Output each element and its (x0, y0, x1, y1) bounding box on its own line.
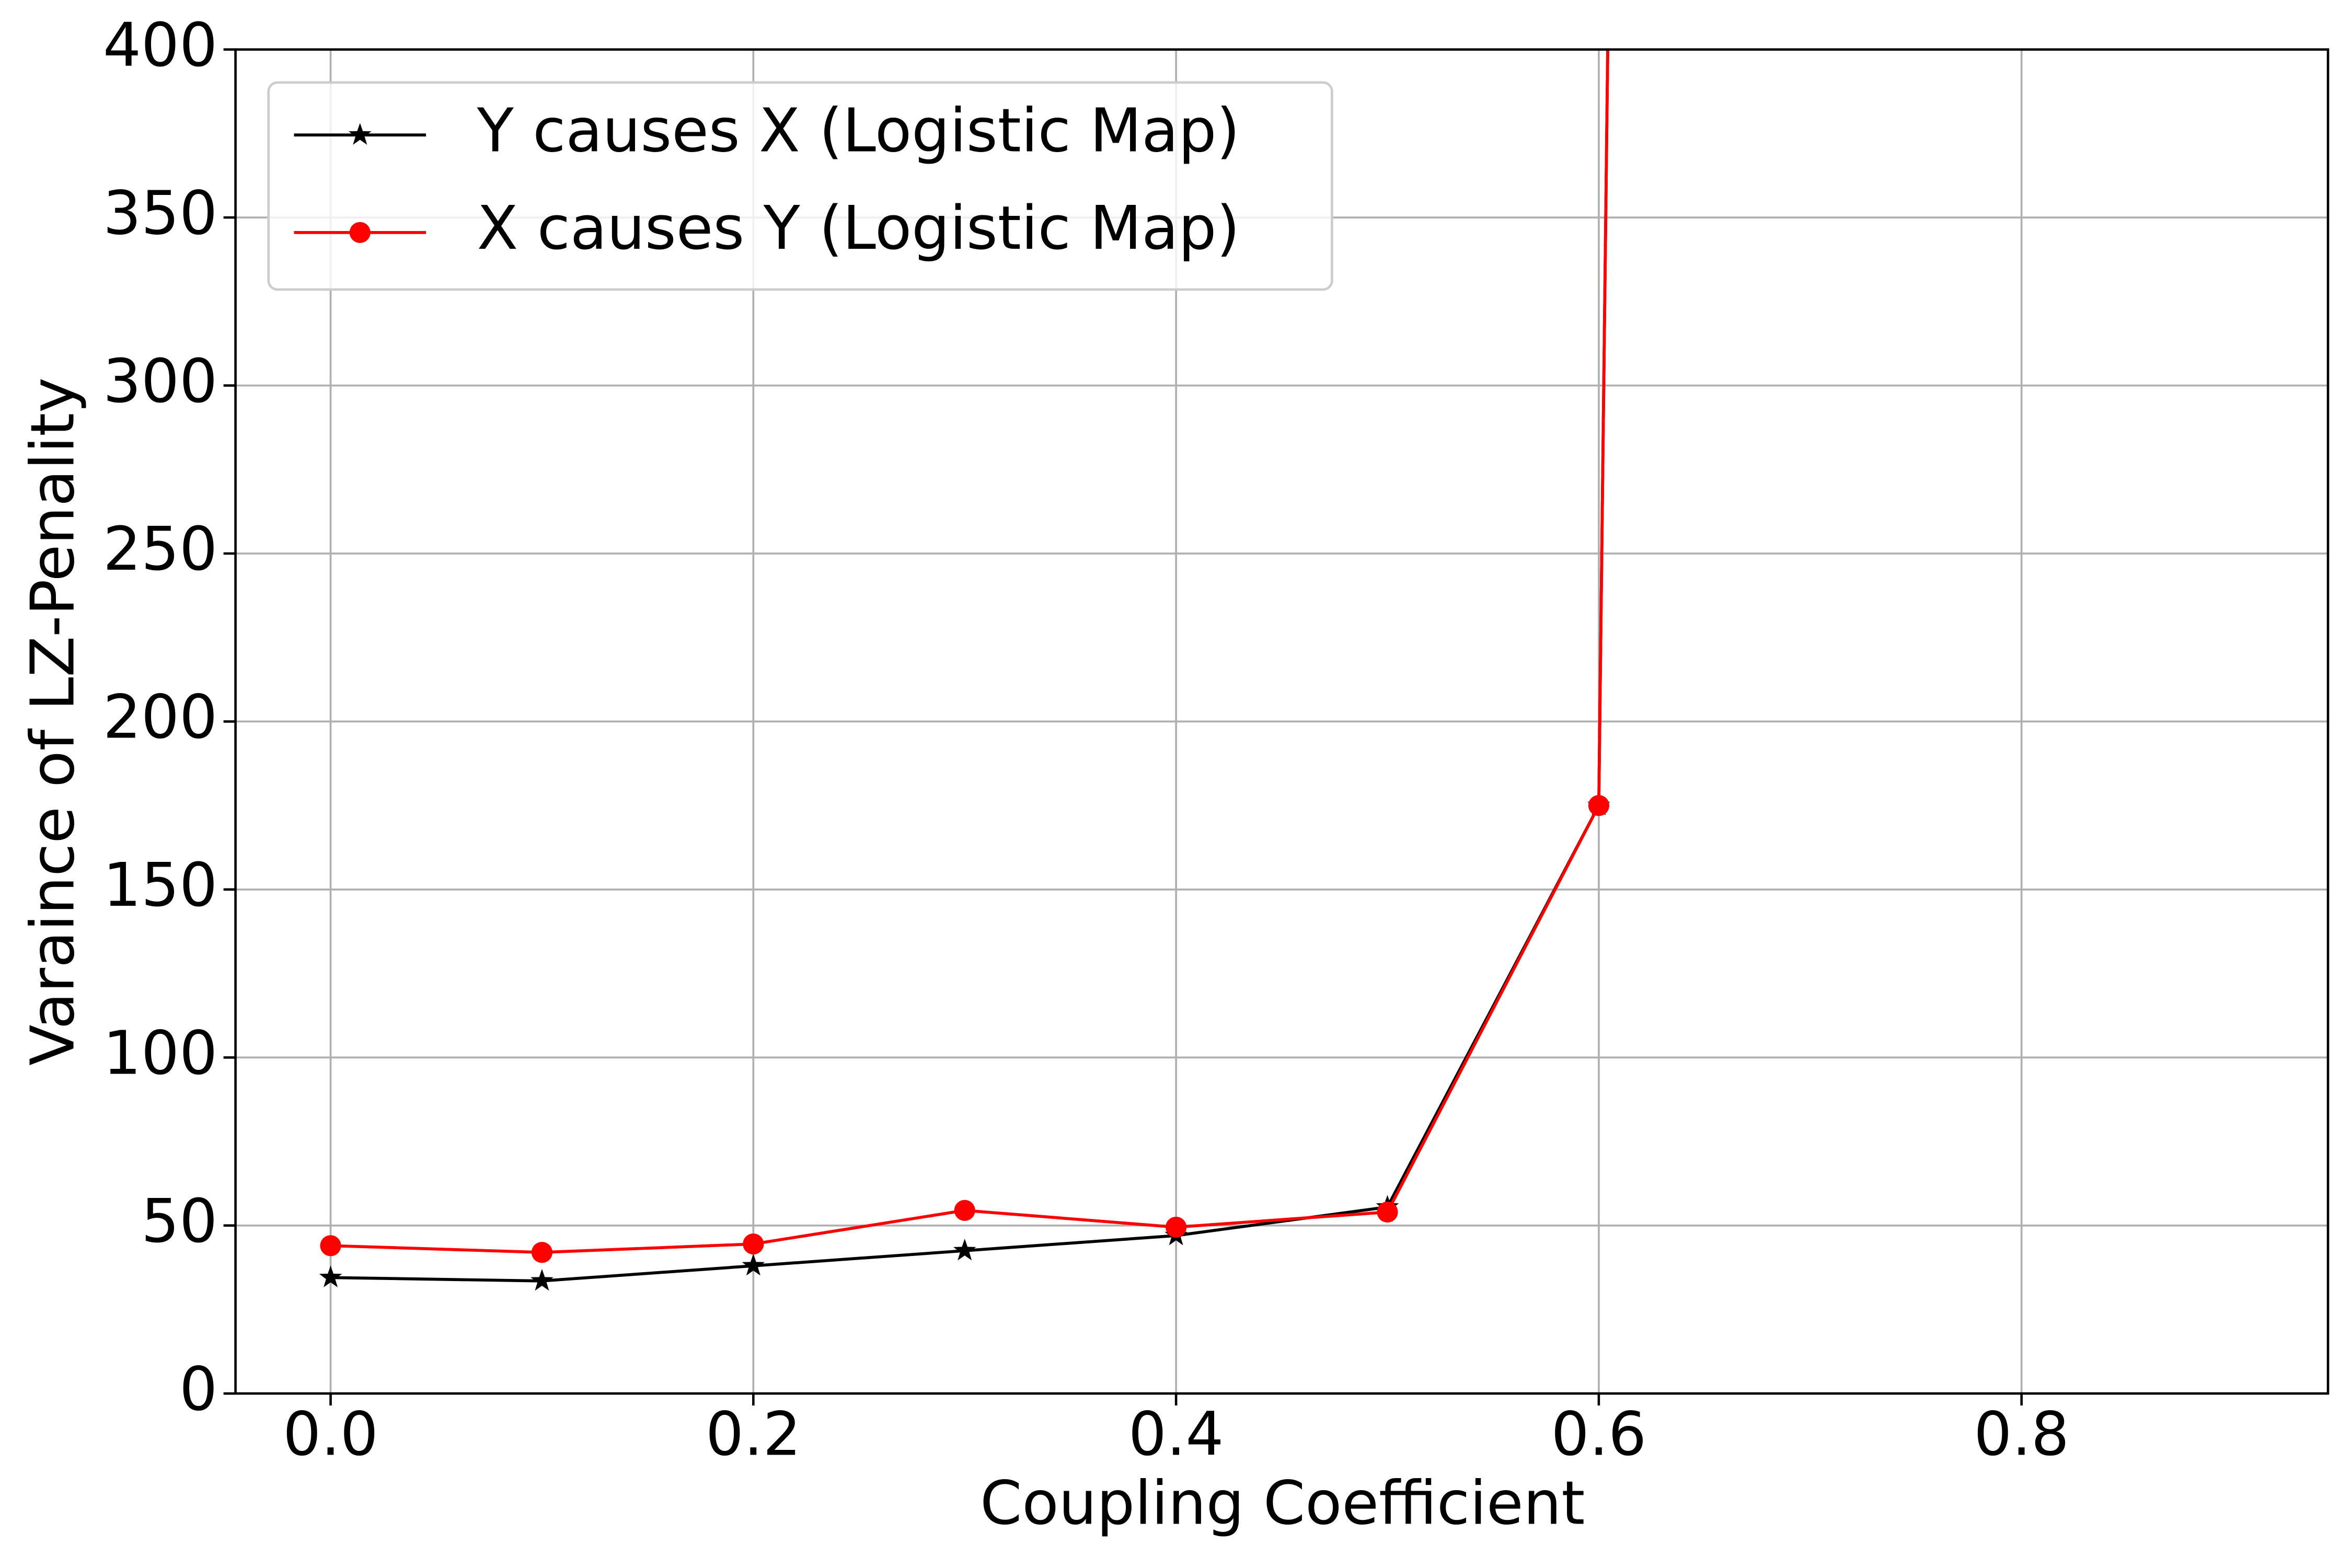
legend-box (267, 81, 1333, 291)
y-tick-label: 200 (103, 683, 217, 753)
legend: Y causes X (Logistic Map) X causes Y (Log… (267, 81, 1333, 291)
x-tick-label: 0.8 (1974, 1399, 2069, 1469)
x-tick-label: 0.6 (1551, 1399, 1647, 1469)
series-line (330, 49, 1609, 1254)
x-tick-label: 0.2 (706, 1399, 801, 1469)
y-tick-label: 50 (141, 1186, 217, 1256)
y-tick-label: 100 (103, 1019, 217, 1089)
marker (742, 1253, 765, 1276)
y-tick-label: 300 (103, 347, 217, 417)
ticks: 0.0 0.2 0.4 0.6 0.8 0 50 100 150 200 250 300 350 400 (103, 10, 2069, 1470)
marker (348, 123, 372, 145)
marker (1166, 1216, 1187, 1238)
marker (953, 1238, 976, 1261)
y-tick-label: 150 (103, 850, 217, 920)
marker (743, 1233, 764, 1255)
y-tick-label: 0 (179, 1354, 217, 1424)
plot-area (319, 49, 1610, 1291)
x-axis-label: Coupling Coefficient (980, 1469, 1585, 1539)
marker (1377, 1201, 1398, 1223)
marker (531, 1269, 554, 1291)
marker (320, 1235, 341, 1256)
marker (954, 1200, 975, 1221)
marker (349, 222, 371, 243)
x-tick-label: 0.0 (283, 1399, 378, 1469)
x-tick-label: 0.4 (1128, 1399, 1224, 1469)
legend-label: Y causes X (Logistic Map) (477, 96, 1240, 166)
y-tick-label: 350 (103, 178, 217, 248)
y-axis-label: Varaince of LZ-Penality (18, 377, 88, 1066)
y-tick-label: 400 (103, 10, 217, 80)
legend-label: X causes Y (Logistic Map) (477, 193, 1240, 263)
marker (319, 1265, 342, 1287)
marker (531, 1242, 553, 1263)
marker (1588, 795, 1610, 816)
y-tick-label: 250 (103, 514, 217, 584)
